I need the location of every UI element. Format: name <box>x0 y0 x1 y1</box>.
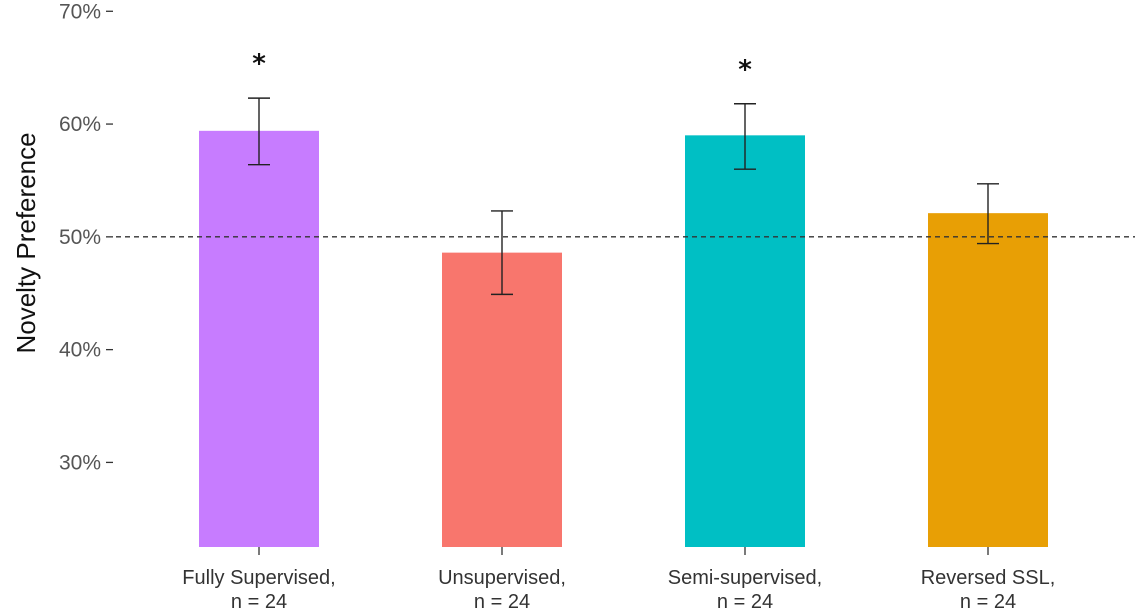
x-tick-label-line: n = 24 <box>474 591 530 613</box>
x-tick-label-line: n = 24 <box>960 591 1016 613</box>
bar <box>928 213 1048 547</box>
x-tick-label: Reversed SSL, n = 24 <box>921 567 1056 613</box>
x-tick-label-line: Semi-supervised, <box>668 567 823 589</box>
error-bar <box>734 103 756 170</box>
x-tick-label-line: Fully Supervised, <box>182 567 335 589</box>
bar <box>199 130 319 548</box>
y-tick-label: 60% <box>59 113 101 136</box>
error-bar <box>977 183 999 245</box>
significance-marker: * <box>738 55 752 85</box>
bar <box>685 135 805 547</box>
y-axis-label: Novelty Preference <box>11 132 41 353</box>
x-tick-label: Fully Supervised, n = 24 <box>182 567 335 613</box>
x-tick-label: Unsupervised, n = 24 <box>438 567 566 613</box>
y-axis: 30% 40% 50% 60% 70% <box>59 0 113 474</box>
x-tick-label-line: Unsupervised, <box>438 567 566 589</box>
error-bars <box>248 97 999 296</box>
error-bar <box>491 210 513 296</box>
y-tick-label: 40% <box>59 339 101 362</box>
significance-markers: * * <box>252 49 752 85</box>
significance-marker: * <box>252 49 266 79</box>
y-tick-label: 50% <box>59 226 101 249</box>
x-tick-label-line: n = 24 <box>231 591 287 613</box>
y-tick-label: 30% <box>59 451 101 474</box>
error-bar <box>248 97 270 166</box>
bars <box>199 130 1048 548</box>
bar <box>442 252 562 547</box>
x-tick-label: Semi-supervised, n = 24 <box>668 567 823 613</box>
y-tick-label: 70% <box>59 0 101 23</box>
x-tick-label-line: n = 24 <box>717 591 773 613</box>
x-tick-label-line: Reversed SSL, <box>921 567 1056 589</box>
